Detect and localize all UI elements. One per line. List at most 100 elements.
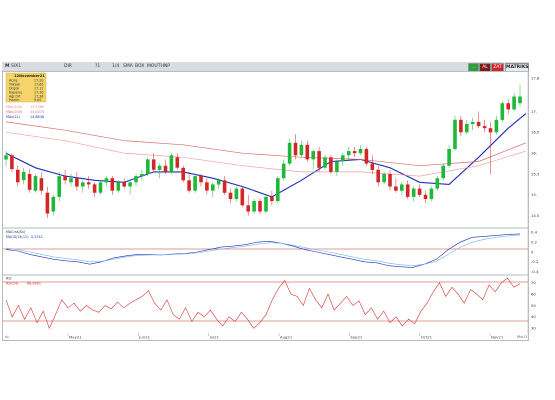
candle-body [512,96,516,110]
candle-body [33,176,38,191]
candle-body [435,178,440,189]
candle-body [69,178,73,183]
rsi-y-tick: 70 [531,280,536,285]
candle-body [441,165,445,179]
candle-body [305,144,310,160]
month-label: Aug21 [280,335,293,340]
candle-body [169,155,174,172]
ma-legend-value-0: 13,7380 [30,105,44,109]
macd-y-tick: 0 [531,249,534,254]
candle-body [16,169,20,183]
candle-body [211,184,215,191]
candle-body [75,178,79,187]
toolbar-label-a[interactable]: DIR [64,64,72,69]
candle-body [81,182,85,187]
candle-body [4,155,8,160]
toolbar-label-e[interactable]: BOX [135,64,145,69]
toolbar-label-f[interactable]: MOUTHNP [147,64,170,69]
candle-body [175,157,180,168]
info-label-4: Ağr.Ort [9,95,21,99]
info-label-2: Düşük [9,87,19,91]
candle-body [346,151,351,156]
candle-body [246,205,250,212]
toolbar-label-c[interactable]: 1/4 [112,64,120,69]
info-label-0: Açılış [9,79,18,83]
toolbar-label-b[interactable]: ?1 [95,64,101,69]
ohlc-info-box: 12November21 Açılış 17,20 Yüksek 17,65 D… [5,72,47,103]
rsi-y-ticks: 70 60 50 40 30 [531,280,536,331]
candle-body [187,180,191,191]
candle-body [388,174,392,187]
candle-body [86,182,91,185]
candle-body [222,180,227,193]
candle-body [476,121,481,127]
candle-body [146,159,150,174]
candle-body [311,151,315,160]
candle-body [518,96,522,104]
candle-body [470,121,475,124]
candle-body [240,188,245,206]
macd-line-label: MACD(26,12) [6,235,29,239]
candle-body [122,182,126,187]
macd-y-tick: 0.2 [531,240,538,245]
info-value-4: 17,36 [34,95,43,99]
candle-body [163,165,168,172]
candle-body [216,180,221,185]
rsi-series-0 [5,277,521,330]
macd-line-value: 0,3741 [31,235,43,239]
info-label-3: Kapanış [9,91,22,95]
candle-body [506,103,510,110]
rsi-line-label: RSI(14) [6,282,19,286]
price-y-tick: 16. [531,151,537,156]
price-y-tick: 15. [531,192,537,197]
candle-body [27,174,32,190]
candle-body [276,178,280,202]
rsi-title: RSI [6,277,12,281]
macd-y-tick: -0.2 [531,259,539,264]
macd-title: MACrss(Ss) [6,230,26,234]
candle-body [157,165,162,170]
candle-body [352,151,357,154]
rsi-lines [5,277,521,330]
candle-body [151,159,156,170]
ticker-label[interactable]: SIX1 [11,64,22,69]
candle-body [252,201,256,212]
info-value-1: 17,65 [34,83,43,87]
candle-body [429,188,434,199]
month-label: Nov21 [491,335,504,340]
candle-body [92,184,97,193]
info-value-5: 9,00 [34,98,41,102]
candle-body [39,178,44,191]
candle-body [364,149,369,164]
rsi-y-tick: 40 [531,314,536,319]
candle-body [281,163,286,179]
info-date: 12November21 [14,74,45,78]
candle-body [299,144,304,156]
candle-body [376,169,380,183]
info-value-3: 17,36 [34,91,43,95]
price-y-tick: 15.5 [531,171,540,176]
month-label: Oct21 [421,335,433,340]
candle-body [128,182,132,187]
candle-body [411,188,416,197]
ma-legend-label-1: MAv(200) [6,110,23,114]
price-candles [4,84,522,218]
candle-body [205,182,209,191]
menu-symbol[interactable]: M [5,64,10,69]
candle-body [329,157,333,172]
candle-body [382,174,386,183]
candle-body [134,176,138,183]
candle-body [193,176,197,191]
macd-series-1 [5,234,521,267]
macd-y-tick: 0.4 [531,230,538,235]
candle-body [417,188,422,195]
candle-body [370,163,375,170]
candle-body [140,174,144,177]
rsi-line-value: 68,9901 [27,282,41,286]
candle-body [63,176,67,181]
candle-body [10,155,14,170]
candle-body [488,128,493,133]
rsi-y-tick: 30 [531,326,536,331]
candle-body [287,142,292,164]
toolbar-label-d[interactable]: SMA [123,64,133,69]
